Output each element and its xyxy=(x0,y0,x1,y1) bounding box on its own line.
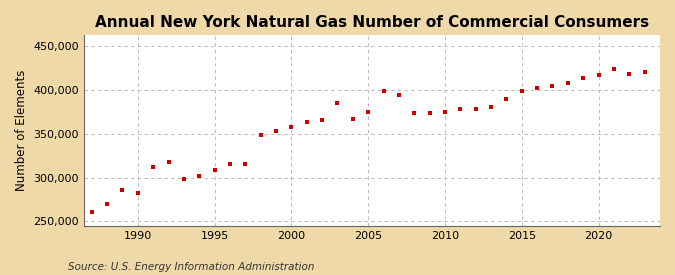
Point xyxy=(501,96,512,101)
Point xyxy=(286,125,297,129)
Title: Annual New York Natural Gas Number of Commercial Consumers: Annual New York Natural Gas Number of Co… xyxy=(95,15,649,30)
Point xyxy=(209,167,220,172)
Point xyxy=(424,110,435,115)
Point xyxy=(593,73,604,77)
Point xyxy=(255,133,266,138)
Point xyxy=(117,188,128,192)
Point xyxy=(317,117,327,122)
Point xyxy=(532,86,543,90)
Point xyxy=(562,81,573,85)
Point xyxy=(163,160,174,164)
Point xyxy=(409,111,420,116)
Point xyxy=(516,89,527,93)
Point xyxy=(578,76,589,81)
Point xyxy=(225,162,236,167)
Point xyxy=(439,109,450,114)
Text: Source: U.S. Energy Information Administration: Source: U.S. Energy Information Administ… xyxy=(68,262,314,271)
Point xyxy=(86,210,97,214)
Point xyxy=(470,107,481,111)
Point xyxy=(485,105,496,109)
Point xyxy=(547,84,558,89)
Point xyxy=(624,72,634,76)
Point xyxy=(332,101,343,105)
Point xyxy=(378,89,389,93)
Point xyxy=(639,70,650,75)
Point xyxy=(132,190,143,195)
Point xyxy=(394,93,404,97)
Point xyxy=(348,117,358,121)
Y-axis label: Number of Elements: Number of Elements xyxy=(15,70,28,191)
Point xyxy=(301,120,312,125)
Point xyxy=(362,109,373,114)
Point xyxy=(194,174,205,178)
Point xyxy=(102,202,113,206)
Point xyxy=(609,67,620,71)
Point xyxy=(240,161,250,166)
Point xyxy=(271,129,281,133)
Point xyxy=(148,165,159,169)
Point xyxy=(178,177,189,182)
Point xyxy=(455,107,466,111)
